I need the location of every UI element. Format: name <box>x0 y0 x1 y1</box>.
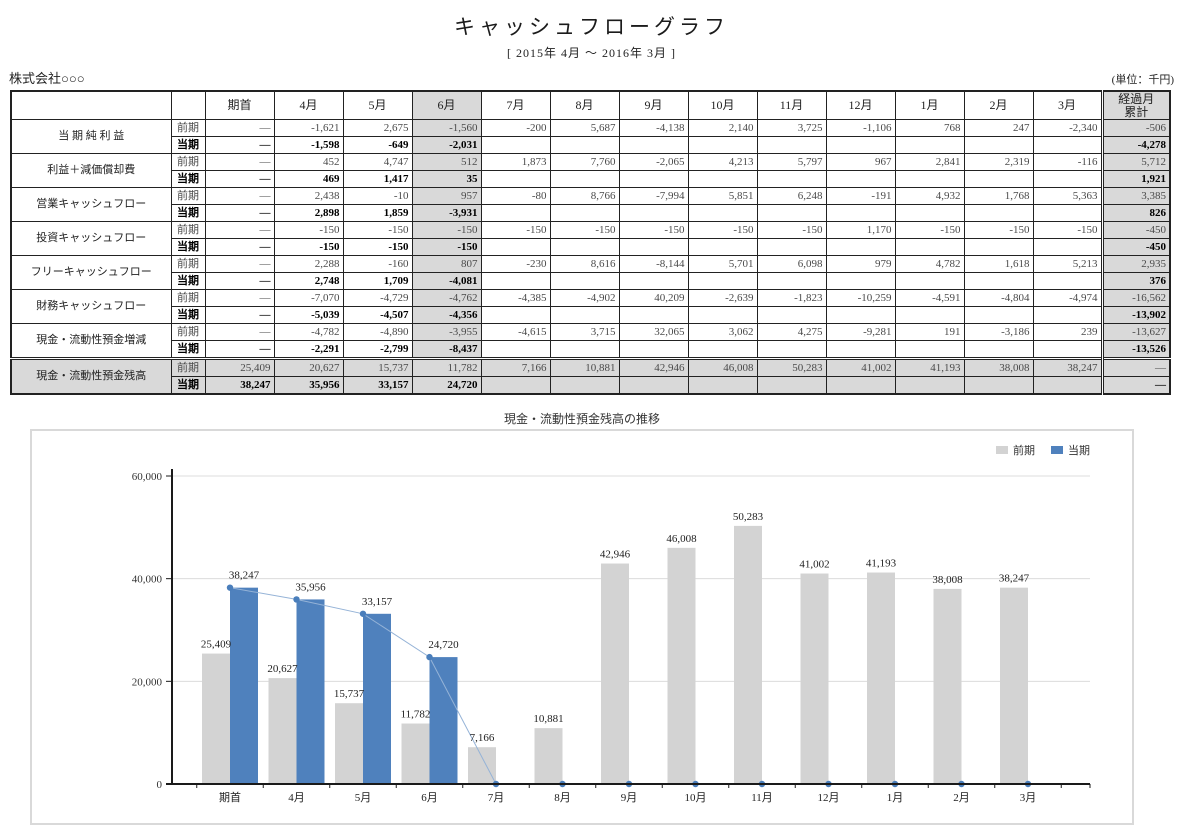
table-row-prev: 当 期 純 利 益前期 — -1,621 2,675 -1,560 -200 5,687 -4… <box>10 119 1171 154</box>
table-row-curr: 当期 —2,748 1,709 -4,081 376 <box>11 272 1171 290</box>
svg-text:12月: 12月 <box>818 792 840 804</box>
row-label: 当 期 純 利 益 <box>10 119 172 154</box>
bar-label-curr: 35,956 <box>295 581 326 593</box>
svg-text:4月: 4月 <box>288 792 305 804</box>
svg-text:8月: 8月 <box>554 792 571 804</box>
chart-title: 現金・流動性預金残高の推移 <box>503 412 660 426</box>
table-row-prev: 現金・流動性預金増減 前期 — -4,782 -4,890 -3,955 -4,615 3,7… <box>10 323 1171 359</box>
bar-label-prev: 41,002 <box>799 559 829 571</box>
bar-label-prev: 38,008 <box>932 574 963 586</box>
svg-text:60,000: 60,000 <box>132 471 163 483</box>
row-label: フリーキャッシュフロー <box>10 255 172 290</box>
bar-label-prev: 15,737 <box>334 688 365 700</box>
legend-label-curr: 当期 <box>1068 445 1090 457</box>
svg-text:2月: 2月 <box>953 792 970 804</box>
row-label: 利益＋減価償却費 <box>10 153 172 188</box>
table-row-prev: 営業キャッシュフロー 前期 —2,438 -10 957 -80 8,766 -7,994 5,… <box>10 187 1171 222</box>
bar-label-prev: 46,008 <box>666 533 697 545</box>
legend-swatch-prev <box>996 446 1008 454</box>
category-labels: 期首 4月 5月 6月 7月 8月 9月 10月 11月 12月 1月 2月 3月 <box>219 790 1036 804</box>
bar-label-curr: 33,157 <box>362 596 393 608</box>
data-labels: 38,247 35,956 33,157 24,720 <box>229 570 459 651</box>
svg-text:11月: 11月 <box>751 792 773 804</box>
svg-text:20,000: 20,000 <box>132 676 163 688</box>
bar-label-prev: 20,627 <box>267 663 298 675</box>
svg-text:6月: 6月 <box>421 792 438 804</box>
legend-label-prev: 前期 <box>1013 445 1035 457</box>
bars-curr <box>230 587 458 784</box>
balance-chart: 38,247 35,956 33,157 24,720 25,409 20,627 15,7… <box>132 469 1091 804</box>
row-label: 現金・流動性預金増減 <box>10 323 172 359</box>
cashflow-table: 期首 4月 5月 6月 7月 8月 9月 10月 11月 12月 1月 2月 3月 経過月 累計当 期 純 … <box>10 90 1171 395</box>
svg-text:7月: 7月 <box>488 792 505 804</box>
svg-text:5月: 5月 <box>355 792 372 804</box>
report-title: キャッシュフローグラフ <box>454 15 729 39</box>
legend-swatch-curr <box>1051 446 1063 454</box>
svg-text:3月: 3月 <box>1020 792 1037 804</box>
bar-label-prev: 42,946 <box>600 549 631 561</box>
table-row-curr: 当期 — -5,039 -4,507 -4,356 -13,902 <box>11 306 1171 324</box>
chart-section: 前期 当期 38,247 35,956 33,157 24,720 25,409 20,6… <box>30 429 1134 825</box>
meta-row: 株式会社○○○ (単位：千円) <box>0 68 1183 87</box>
row-label: 投資キャッシュフロー <box>10 221 172 256</box>
table-row-prev: 投資キャッシュフロー 前期 — -150 -150 -150 -150 -150 -150 -15… <box>10 221 1171 256</box>
table-header-row: 期首 4月 5月 6月 7月 8月 9月 10月 11月 12月 1月 2月 3月 経過月 累計 <box>10 90 1171 120</box>
table-row-curr: 当期 38,247 35,956 33,157 24,720— <box>11 376 1171 395</box>
table-row-curr: 当期 — -150 -150 -150 -450 <box>11 238 1171 256</box>
bar-label-curr: 24,720 <box>428 639 459 651</box>
row-label: 現金・流動性預金残高 <box>10 357 172 395</box>
chart-legend: 前期 当期 <box>996 442 1090 458</box>
svg-text:9月: 9月 <box>621 792 638 804</box>
table-row-curr: 当期 —2,898 1,859 -3,931 826 <box>11 204 1171 222</box>
bar-label-prev: 50,283 <box>733 511 764 523</box>
axes <box>166 469 1091 788</box>
bar-label-prev: 41,193 <box>866 558 897 570</box>
svg-text:期首: 期首 <box>219 790 241 804</box>
table-row-prev: 財務キャッシュフロー 前期 — -7,070 -4,729 -4,762 -4,385 -4,… <box>10 289 1171 324</box>
bar-label-prev: 38,247 <box>999 573 1030 585</box>
table-row-curr: 当期 — -1,598 -649 -2,031 -4,278 <box>11 136 1171 154</box>
svg-text:40,000: 40,000 <box>132 574 163 586</box>
company-name: 株式会社○○○ <box>9 71 85 86</box>
report-subtitle: [ 2015年 4月 ～ 2016年 3月 ] <box>507 46 676 60</box>
table-row-prev: 利益＋減価償却費 前期 —452 4,747 512 1,873 7,760 -2,065 4,… <box>10 153 1171 188</box>
table-row-prev: 現金・流動性預金残高 前期 25,409 20,627 15,737 11,782 7,16… <box>10 357 1171 395</box>
row-label: 財務キャッシュフロー <box>10 289 172 324</box>
bar-label-prev: 7,166 <box>470 732 495 744</box>
ytick-labels: 0 20,000 40,000 60,000 <box>132 471 163 791</box>
bar-label-prev: 25,409 <box>201 639 232 651</box>
unit-note: (単位：千円) <box>1111 74 1174 86</box>
legend-item-curr: 当期 <box>1051 442 1090 458</box>
table-row-curr: 当期 —469 1,417 35 1,921 <box>11 170 1171 188</box>
bar-label-prev: 11,782 <box>401 709 431 721</box>
bar-label-curr: 38,247 <box>229 570 260 582</box>
svg-text:0: 0 <box>157 779 163 791</box>
svg-text:10月: 10月 <box>685 792 707 804</box>
row-label: 営業キャッシュフロー <box>10 187 172 222</box>
bar-label-prev: 10,881 <box>533 713 563 725</box>
legend-item-prev: 前期 <box>996 442 1035 458</box>
bars-prev <box>202 525 1028 784</box>
table-row-curr: 当期 — -2,291 -2,799 -8,437 -13,526 <box>11 340 1171 359</box>
svg-text:1月: 1月 <box>887 792 904 804</box>
table-row-prev: フリーキャッシュフロー 前期 —2,288 -160 807 -230 8,616 -8,14… <box>10 255 1171 290</box>
